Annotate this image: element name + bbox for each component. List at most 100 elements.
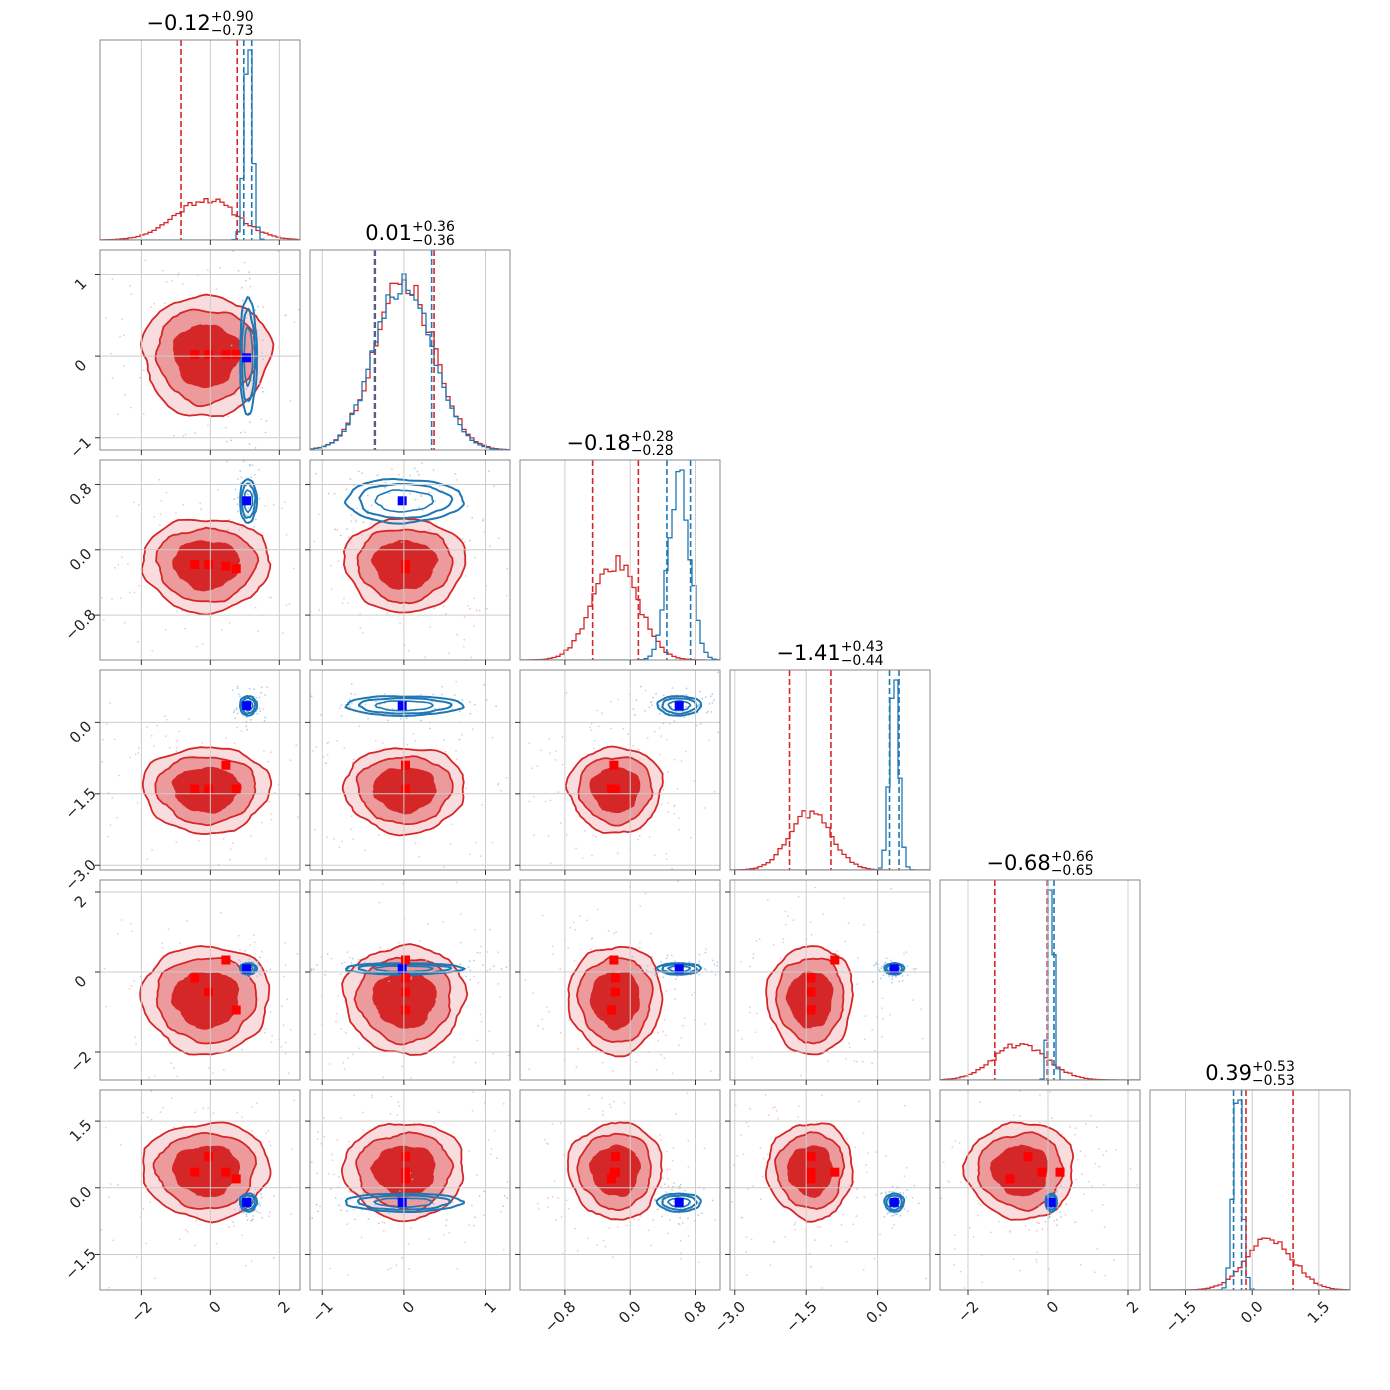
contour-blue-outer xyxy=(656,695,703,717)
scatter-point-blue xyxy=(716,961,719,963)
title-upper-error: +0.53 xyxy=(1252,1059,1295,1075)
scatter-point-blue xyxy=(411,1178,414,1181)
scatter-point-blue xyxy=(708,702,711,705)
scatter-point-red xyxy=(437,1111,440,1114)
scatter-point-red xyxy=(254,606,257,609)
scatter-point-red xyxy=(855,1196,858,1199)
scatter-point-blue xyxy=(233,709,236,712)
title-upper-error: +0.66 xyxy=(1051,849,1094,865)
scatter-point-red xyxy=(593,747,595,750)
scatter-point-blue xyxy=(476,951,479,954)
scatter-point-blue xyxy=(891,1214,893,1217)
scatter-point-red xyxy=(479,951,482,954)
estimate-marker xyxy=(806,1152,816,1162)
contour-blue-outer xyxy=(883,962,906,976)
scatter-point-red xyxy=(293,567,295,570)
scatter-point-red xyxy=(100,596,103,599)
scatter-point-red xyxy=(762,1157,765,1160)
scatter-point-red xyxy=(940,1197,943,1200)
scatter-point-red xyxy=(232,250,234,253)
scatter-point-red xyxy=(284,1052,287,1055)
scatter-point-red xyxy=(335,1012,338,1015)
scatter-point-red xyxy=(488,1030,491,1033)
scatter-point-red xyxy=(676,787,679,790)
scatter-point-blue xyxy=(371,519,374,522)
scatter-point-red xyxy=(387,1269,390,1271)
contour-blue-inner xyxy=(666,965,692,973)
scatter-point-red xyxy=(130,406,132,409)
scatter-point-red xyxy=(288,1072,290,1075)
tick-label-y: 0.0 xyxy=(66,545,96,575)
scatter-point-blue xyxy=(350,702,353,705)
tick-label-x: 0.0 xyxy=(863,1298,893,1328)
scatter-point-blue xyxy=(420,719,422,722)
scatter-point-blue xyxy=(254,473,256,476)
scatter-point-blue xyxy=(664,1183,666,1185)
scatter-point-red xyxy=(267,760,270,763)
scatter-point-red xyxy=(506,1180,509,1183)
scatter-point-blue xyxy=(483,683,485,686)
scatter-point-red xyxy=(528,1068,531,1071)
truth-marker xyxy=(242,701,252,711)
scatter-point-blue xyxy=(662,694,665,697)
estimate-marker xyxy=(204,560,214,569)
scatter-point-blue xyxy=(388,980,390,983)
scatter-point-blue xyxy=(258,696,261,699)
scatter-point-red xyxy=(175,750,178,753)
scatter-point-red xyxy=(551,945,554,948)
scatter-point-red xyxy=(129,284,132,287)
scatter-point-blue xyxy=(347,536,350,538)
scatter-point-red xyxy=(460,913,462,915)
contour-red-inner xyxy=(170,971,240,1030)
scatter-point-red xyxy=(237,934,240,937)
scatter-point-red xyxy=(577,1047,579,1050)
scatter-point-red xyxy=(881,1007,883,1010)
scatter-point-red xyxy=(130,985,133,987)
scatter-point-blue xyxy=(458,710,461,713)
scatter-point-red xyxy=(784,910,787,913)
scatter-point-red xyxy=(591,937,594,940)
scatter-point-blue xyxy=(420,495,423,498)
scatter-point-red xyxy=(565,834,568,836)
scatter-point-red xyxy=(477,982,480,984)
scatter-point-blue xyxy=(911,1197,914,1199)
scatter-point-red xyxy=(623,1101,626,1104)
scatter-point-red xyxy=(107,791,110,794)
scatter-point-blue xyxy=(259,956,261,959)
scatter-point-blue xyxy=(260,1196,263,1199)
scatter-point-red xyxy=(151,849,154,851)
panel-frame xyxy=(309,669,511,871)
title-lower-error: −0.44 xyxy=(841,653,884,669)
panel-content xyxy=(100,460,295,652)
scatter-point-red xyxy=(671,1159,674,1162)
estimate-marker xyxy=(609,955,619,965)
scatter-point-blue xyxy=(260,974,263,977)
scatter-point-blue xyxy=(236,685,239,688)
scatter-point-blue xyxy=(315,472,317,475)
scatter-point-red xyxy=(867,1152,870,1155)
scatter-point-blue xyxy=(688,960,691,963)
contour-red-inner xyxy=(171,1145,241,1198)
scatter-point-red xyxy=(453,1056,456,1059)
tick-label-y: 1 xyxy=(71,274,90,293)
scatter-point-red xyxy=(1041,1228,1044,1231)
scatter-point-blue xyxy=(258,1189,260,1192)
panel-title-5: 0.39+0.53 xyxy=(1205,1059,1295,1085)
scatter-point-blue xyxy=(388,492,390,495)
scatter-point-red xyxy=(165,718,168,721)
scatter-point-red xyxy=(610,727,613,730)
estimate-marker xyxy=(221,760,231,770)
scatter-point-blue xyxy=(502,1205,504,1207)
scatter-point-red xyxy=(343,747,346,749)
scatter-point-blue xyxy=(258,382,261,385)
scatter-point-blue xyxy=(1050,1190,1052,1193)
scatter-point-red xyxy=(291,1148,293,1150)
scatter-point-blue xyxy=(1044,1221,1047,1223)
scatter-point-red xyxy=(595,835,597,838)
scatter-point-red xyxy=(794,1221,797,1224)
scatter-point-blue xyxy=(885,1193,887,1196)
scatter-point-red xyxy=(492,1052,495,1055)
scatter-point-red xyxy=(284,314,286,317)
scatter-point-red xyxy=(333,838,336,840)
scatter-point-blue xyxy=(237,693,240,695)
